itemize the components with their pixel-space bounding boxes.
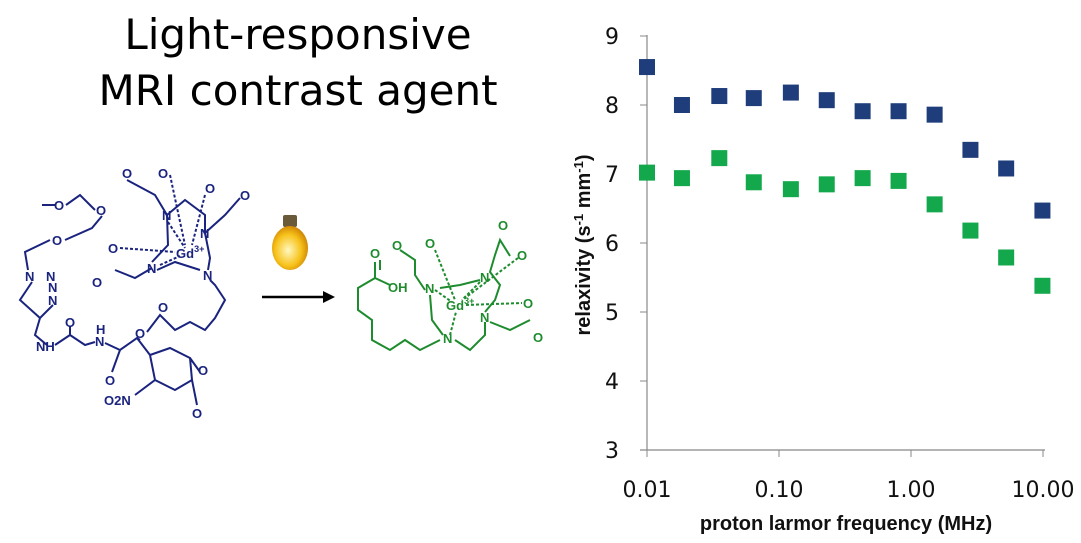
data-point-series-1: [926, 106, 943, 123]
y-tick-label: 5: [605, 301, 619, 326]
atom-label: O: [108, 241, 118, 256]
data-point-series-2: [818, 176, 835, 193]
data-point-series-1: [673, 97, 690, 113]
atom-label: O: [370, 246, 380, 261]
gd-label: Gd3+: [446, 296, 474, 313]
atom-label: N: [480, 310, 489, 325]
data-point-series-1: [890, 103, 907, 120]
data-point-series-2: [711, 150, 728, 167]
atom-label: O: [240, 188, 250, 203]
atom-label: H: [96, 322, 105, 337]
atom-label: O: [135, 326, 145, 341]
data-point-series-2: [782, 181, 799, 198]
atom-label: OH: [388, 280, 408, 295]
atom-label: N: [425, 281, 434, 296]
atom-label: N: [162, 208, 171, 223]
data-point-series-1: [745, 90, 762, 107]
atom-label: O: [65, 315, 75, 330]
nitro-label: O2N: [104, 393, 131, 408]
atom-label: N: [443, 331, 452, 346]
reaction-arrow-icon: [262, 291, 335, 303]
atom-label: O: [158, 166, 168, 181]
y-tick-label: 9: [605, 25, 619, 50]
data-point-series-2: [890, 172, 907, 189]
atom-label: N: [147, 261, 156, 276]
x-tick-label: 0.01: [623, 478, 672, 503]
y-tick-label: 4: [605, 370, 619, 395]
atom-label: O: [92, 275, 102, 290]
data-point-series-2: [926, 196, 943, 213]
atom-label: O: [198, 363, 208, 378]
atom-label: N: [46, 269, 55, 284]
atom-label: O: [122, 166, 132, 181]
data-point-series-1: [818, 92, 835, 109]
data-point-series-1: [782, 84, 799, 101]
data-point-series-1: [998, 160, 1015, 177]
atom-label: O: [517, 248, 527, 263]
data-point-series-2: [673, 170, 690, 187]
atom-label: O: [523, 296, 533, 311]
atom-label: N: [203, 268, 212, 283]
data-point-series-2: [854, 170, 871, 187]
atom-label: O: [158, 300, 168, 315]
atom-label: O: [425, 236, 435, 251]
atom-label: N: [48, 280, 57, 295]
atom-label: O: [205, 181, 215, 196]
y-tick-label: 7: [605, 163, 619, 188]
y-tick-label: 3: [605, 439, 619, 464]
data-point-series-2: [1034, 277, 1051, 294]
relaxivity-chart: 3 4 5 6 7 8 9 0.01 0.10 1.00 10.00 proton larmor …: [571, 25, 1074, 535]
atom-label: O: [192, 406, 202, 421]
atom-label: O: [105, 373, 115, 388]
gd-label: Gd3+: [176, 244, 204, 261]
caged-contrast-agent-structure: [18, 174, 241, 406]
title-line-1: Light-responsive: [124, 10, 472, 59]
atom-label: N: [95, 334, 104, 349]
x-tick-label: 10.00: [1012, 478, 1075, 503]
released-contrast-agent-structure: [357, 237, 531, 352]
x-axis-label: proton larmor frequency (MHz): [700, 513, 992, 535]
atom-label: N: [200, 226, 209, 241]
atom-label: O: [392, 238, 402, 253]
data-point-series-1: [639, 59, 655, 76]
data-point-series-2: [639, 164, 655, 181]
atom-label: O: [96, 203, 106, 218]
atom-label: O: [533, 330, 543, 345]
data-point-series-2: [998, 249, 1015, 266]
x-tick-label: 0.10: [755, 478, 804, 503]
atom-label: O: [54, 198, 64, 213]
data-point-series-2: [962, 222, 979, 239]
title-line-2: MRI contrast agent: [98, 66, 498, 115]
caged-atom-labels: O O O N N N N NH N H O O O O O O O O Gd3…: [25, 166, 250, 421]
y-tick-label: 8: [605, 94, 619, 119]
y-axis-label: relaxivity (s-1 mm-1): [571, 155, 595, 336]
atom-label: N: [48, 293, 57, 308]
atom-label: O: [498, 218, 508, 233]
atom-label: O: [52, 233, 62, 248]
y-tick-label: 6: [605, 232, 619, 257]
data-point-series-1: [854, 103, 871, 120]
released-atom-labels: OH O O O N Gd3+ N O O O N O N: [370, 218, 543, 346]
atom-label: N: [25, 269, 34, 284]
light-bulb-icon: [272, 215, 308, 270]
data-point-series-1: [711, 88, 728, 105]
data-point-series-2: [745, 174, 762, 191]
data-point-series-1: [962, 141, 979, 158]
atom-label: N: [480, 270, 489, 285]
atom-label: NH: [36, 339, 55, 354]
data-point-series-1: [1034, 202, 1051, 219]
x-tick-label: 1.00: [887, 478, 936, 503]
